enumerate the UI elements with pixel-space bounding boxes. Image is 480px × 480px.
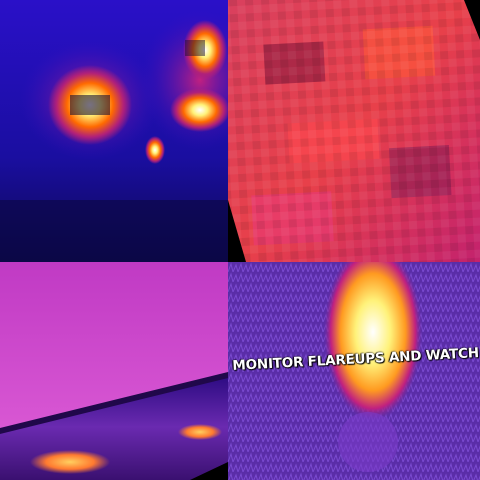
thermal-panel-top-right — [228, 0, 480, 262]
thermal-shoreline-icon — [0, 262, 228, 480]
thermal-flame-icon — [228, 262, 480, 480]
thermal-panel-bottom-right: MONITOR FLAREUPS AND WATCH FOR FIRE TRAV… — [228, 262, 480, 480]
thermal-panel-top-left — [0, 0, 228, 262]
thermal-panel-bottom-left — [0, 262, 228, 480]
thermal-fire-night-icon — [0, 0, 228, 262]
thermal-pixelated-icon — [228, 0, 480, 262]
